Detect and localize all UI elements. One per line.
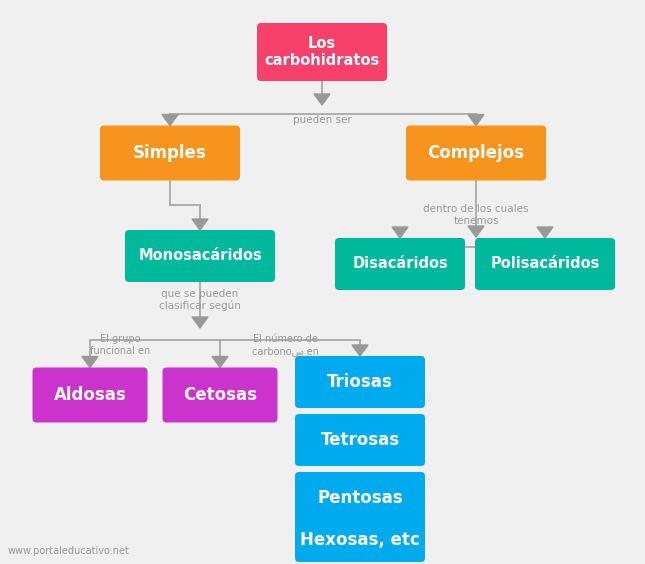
Polygon shape <box>537 227 553 238</box>
Text: pueden ser: pueden ser <box>293 115 352 125</box>
Polygon shape <box>352 345 368 356</box>
FancyBboxPatch shape <box>295 414 425 466</box>
Text: Monosacáridos: Monosacáridos <box>138 249 262 263</box>
FancyBboxPatch shape <box>163 368 277 422</box>
Text: Polisacáridos: Polisacáridos <box>490 257 600 271</box>
Text: Tetrosas: Tetrosas <box>321 431 399 449</box>
Polygon shape <box>82 356 98 368</box>
Text: Pentosas: Pentosas <box>317 489 403 507</box>
FancyBboxPatch shape <box>295 518 425 562</box>
FancyBboxPatch shape <box>335 238 465 290</box>
Polygon shape <box>468 114 484 126</box>
Text: que se pueden
clasificar según: que se pueden clasificar según <box>159 289 241 311</box>
Polygon shape <box>392 227 408 238</box>
FancyBboxPatch shape <box>257 23 387 81</box>
FancyBboxPatch shape <box>295 356 425 408</box>
Text: Cetosas: Cetosas <box>183 386 257 404</box>
Polygon shape <box>162 114 178 126</box>
Text: Aldosas: Aldosas <box>54 386 126 404</box>
Polygon shape <box>192 317 208 328</box>
FancyBboxPatch shape <box>125 230 275 282</box>
FancyBboxPatch shape <box>32 368 148 422</box>
Text: El número de
carbonoس en: El número de carbonoس en <box>252 334 319 356</box>
Text: Disacáridos: Disacáridos <box>352 257 448 271</box>
Text: Simples: Simples <box>133 144 207 162</box>
FancyBboxPatch shape <box>100 126 240 180</box>
Text: Complejos: Complejos <box>428 144 524 162</box>
FancyBboxPatch shape <box>295 472 425 524</box>
Text: dentro de los cuales
tenemos: dentro de los cuales tenemos <box>423 204 529 226</box>
Polygon shape <box>192 219 208 230</box>
Text: www.portaleducativo.net: www.portaleducativo.net <box>8 546 130 556</box>
Polygon shape <box>468 226 484 237</box>
FancyBboxPatch shape <box>475 238 615 290</box>
Text: El grupo
funcional en: El grupo funcional en <box>90 334 150 356</box>
Text: Hexosas, etc: Hexosas, etc <box>300 531 420 549</box>
FancyBboxPatch shape <box>406 126 546 180</box>
Text: Triosas: Triosas <box>327 373 393 391</box>
Polygon shape <box>212 356 228 368</box>
Text: Los
carbohidratos: Los carbohidratos <box>264 36 380 68</box>
Polygon shape <box>314 94 330 105</box>
